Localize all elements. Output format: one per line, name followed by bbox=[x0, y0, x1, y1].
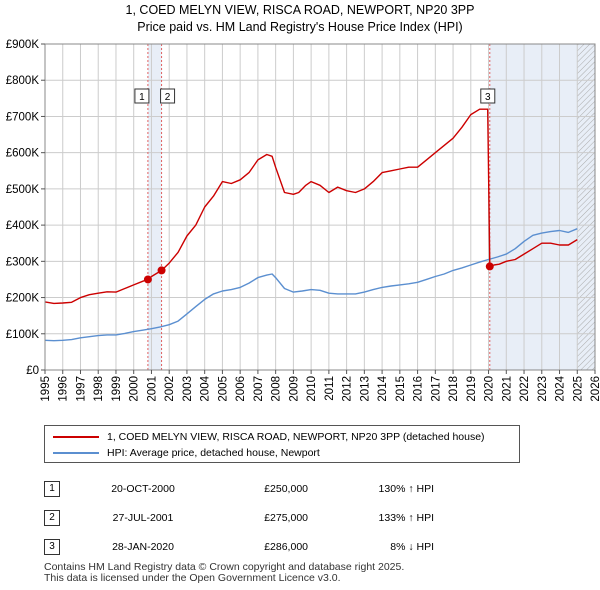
x-tick-label: 1996 bbox=[58, 376, 70, 402]
y-tick-label: £200K bbox=[6, 293, 40, 305]
x-tick-label: 1998 bbox=[93, 376, 105, 402]
y-tick-label: £800K bbox=[6, 75, 40, 87]
x-tick-label: 2025 bbox=[572, 376, 584, 402]
sale-point bbox=[157, 266, 166, 275]
price-chart: 1 2 3 £0 £100K £200K £300K £400K £500K £600K £700K… bbox=[6, 39, 600, 402]
sale-label-border bbox=[160, 88, 176, 104]
x-tick-label: 2016 bbox=[413, 376, 425, 402]
legend-item-property: 1, COED MELYN VIEW, RISCA ROAD, NEWPORT,… bbox=[53, 429, 485, 445]
x-tick-label: 1999 bbox=[111, 376, 123, 402]
x-tick-label: 2006 bbox=[235, 376, 247, 402]
sale-price: £250,000 bbox=[264, 482, 308, 495]
sale-label-text: 3 bbox=[485, 92, 491, 103]
x-tick-label: 2018 bbox=[448, 376, 460, 402]
y-tick-label: £500K bbox=[6, 184, 40, 196]
sale-label-border bbox=[480, 88, 496, 104]
sale-price: £275,000 bbox=[264, 511, 308, 524]
y-tick-label: £400K bbox=[6, 220, 40, 232]
sale-number-badge: 3 bbox=[44, 538, 60, 555]
y-tick-label: £700K bbox=[6, 111, 40, 123]
hpi-line bbox=[44, 228, 578, 342]
legend-label-hpi: HPI: Average price, detached house, Newp… bbox=[107, 447, 320, 459]
sale-label-box: 3 bbox=[480, 88, 496, 104]
x-tick-label: 2020 bbox=[484, 376, 496, 402]
shade-sale-1-2 bbox=[147, 44, 162, 370]
y-tick-label: £300K bbox=[6, 256, 40, 268]
x-tick-label: 2012 bbox=[342, 376, 354, 402]
table-row: 3 28-JAN-2020 £286,000 8% ↓ HPI bbox=[44, 532, 434, 561]
footer-line2: This data is licensed under the Open Gov… bbox=[44, 572, 341, 584]
footer-line1: Contains HM Land Registry data © Crown c… bbox=[44, 561, 405, 573]
x-tick-label: 2011 bbox=[324, 376, 336, 401]
legend-swatch-hpi bbox=[53, 452, 99, 454]
sale-label-border bbox=[134, 88, 150, 104]
sale-point bbox=[143, 275, 152, 284]
y-tick-label: £0 bbox=[26, 365, 39, 377]
sale-hpi-change: 130% ↑ HPI bbox=[378, 482, 434, 495]
x-tick-label: 2013 bbox=[359, 376, 371, 402]
sale-date: 20-OCT-2000 bbox=[111, 482, 175, 495]
x-tick-label: 2022 bbox=[519, 376, 531, 402]
x-tick-label: 2023 bbox=[537, 376, 549, 402]
sale-number-badge: 2 bbox=[44, 509, 60, 526]
sale-number-badge: 1 bbox=[44, 480, 60, 497]
x-tick-label: 2008 bbox=[271, 376, 283, 402]
sale-date: 28-JAN-2020 bbox=[112, 540, 174, 553]
sale-label-text: 2 bbox=[165, 92, 171, 103]
legend-item-hpi: HPI: Average price, detached house, Newp… bbox=[53, 445, 320, 461]
chart-legend: 1, COED MELYN VIEW, RISCA ROAD, NEWPORT,… bbox=[44, 425, 520, 463]
sale-hpi-change: 133% ↑ HPI bbox=[378, 511, 434, 524]
x-tick-label: 2015 bbox=[395, 376, 407, 402]
sale-label-box: 2 bbox=[160, 88, 176, 104]
sale-hpi-change: 8% ↓ HPI bbox=[390, 540, 434, 553]
x-tick-label: 2003 bbox=[182, 376, 194, 402]
plot-frame bbox=[44, 43, 596, 371]
x-tick-label: 2005 bbox=[217, 376, 229, 402]
legend-swatch-property bbox=[53, 436, 99, 438]
sale-price: £286,000 bbox=[264, 540, 308, 553]
table-row: 1 20-OCT-2000 £250,000 130% ↑ HPI bbox=[44, 474, 434, 503]
x-tick-label: 2014 bbox=[377, 375, 389, 401]
chart-title-line2: Price paid vs. HM Land Registry's House … bbox=[137, 20, 463, 34]
x-tick-label: 2017 bbox=[430, 376, 442, 402]
x-tick-label: 2010 bbox=[306, 376, 318, 402]
x-tick-label: 2007 bbox=[253, 376, 265, 402]
y-tick-label: £600K bbox=[6, 148, 40, 160]
sales-table: 1 20-OCT-2000 £250,000 130% ↑ HPI 2 27-J… bbox=[44, 474, 434, 561]
forecast-hatch bbox=[577, 44, 595, 370]
x-tick-label: 1997 bbox=[75, 376, 87, 402]
sale-label-box: 1 bbox=[134, 88, 150, 104]
x-tick-label: 2021 bbox=[501, 376, 513, 402]
x-tick-label: 2000 bbox=[129, 376, 141, 402]
sale-point bbox=[485, 262, 494, 271]
x-tick-label: 2026 bbox=[590, 376, 600, 402]
table-row: 2 27-JUL-2001 £275,000 133% ↑ HPI bbox=[44, 503, 434, 532]
x-tick-label: 2001 bbox=[146, 376, 158, 402]
chart-title-line1: 1, COED MELYN VIEW, RISCA ROAD, NEWPORT,… bbox=[125, 3, 475, 17]
x-tick-label: 2019 bbox=[466, 376, 478, 402]
x-tick-label: 1995 bbox=[40, 376, 52, 402]
footer-attribution: Contains HM Land Registry data © Crown c… bbox=[44, 562, 404, 584]
x-tick-label: 2024 bbox=[555, 375, 567, 401]
legend-label-property: 1, COED MELYN VIEW, RISCA ROAD, NEWPORT,… bbox=[107, 431, 485, 443]
y-tick-label: £100K bbox=[6, 329, 40, 341]
sale-date: 27-JUL-2001 bbox=[112, 511, 174, 524]
sale-label-text: 1 bbox=[139, 92, 145, 103]
x-tick-label: 2004 bbox=[200, 375, 212, 401]
y-tick-label: £900K bbox=[6, 39, 40, 51]
x-tick-label: 2009 bbox=[288, 376, 300, 402]
x-tick-label: 2002 bbox=[164, 376, 176, 402]
